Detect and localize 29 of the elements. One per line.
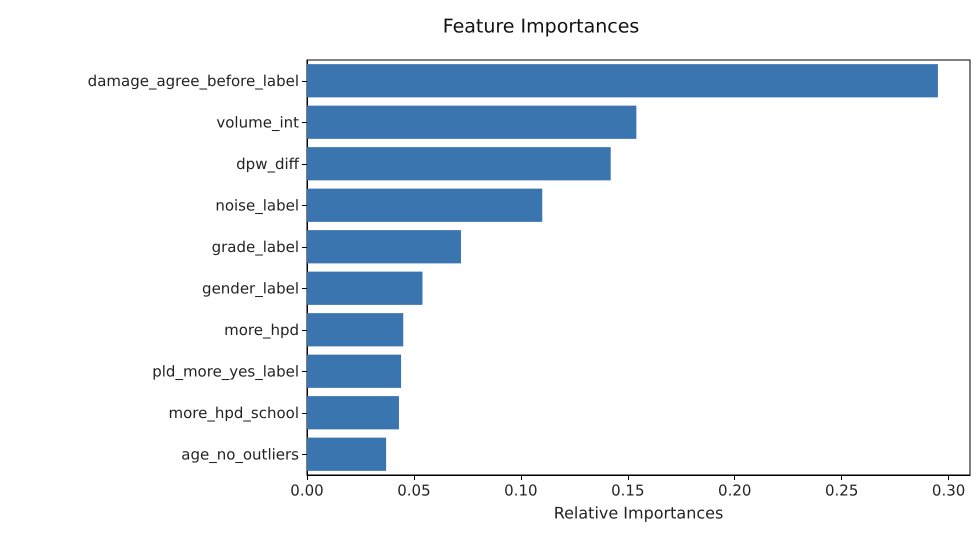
y-tick-label: grade_label [212, 238, 299, 256]
bar [307, 272, 422, 305]
bar [307, 106, 636, 139]
bar [307, 64, 938, 98]
y-tick-label: more_hpd [224, 320, 299, 339]
bar [307, 354, 402, 388]
y-tick-label: more_hpd_school [168, 404, 299, 422]
y-tick-label: noise_label [215, 196, 299, 214]
chart-title: Feature Importances [442, 16, 640, 38]
bar [307, 438, 386, 471]
y-tick-label: age_no_outliers [181, 445, 300, 464]
bar [307, 313, 404, 346]
y-tick-label: damage_agree_before_label [88, 72, 299, 90]
y-tick-label: pld_more_yes_label [152, 362, 299, 380]
x-tick-label: 0.25 [824, 482, 858, 500]
x-tick-label: 0.20 [718, 482, 752, 500]
x-tick-label: 0.00 [290, 482, 324, 500]
bar [307, 396, 399, 430]
y-tick-label: gender_label [202, 279, 299, 298]
x-tick-label: 0.05 [397, 482, 431, 500]
y-tick-label: dpw_diff [236, 154, 300, 173]
bar [307, 147, 611, 180]
bar [307, 230, 461, 264]
bar [307, 188, 542, 222]
x-tick-label: 0.10 [504, 482, 538, 500]
x-tick-label: 0.30 [932, 482, 966, 500]
x-axis-title: Relative Importances [554, 504, 724, 522]
y-tick-label: volume_int [216, 113, 300, 132]
x-tick-label: 0.15 [611, 482, 645, 500]
